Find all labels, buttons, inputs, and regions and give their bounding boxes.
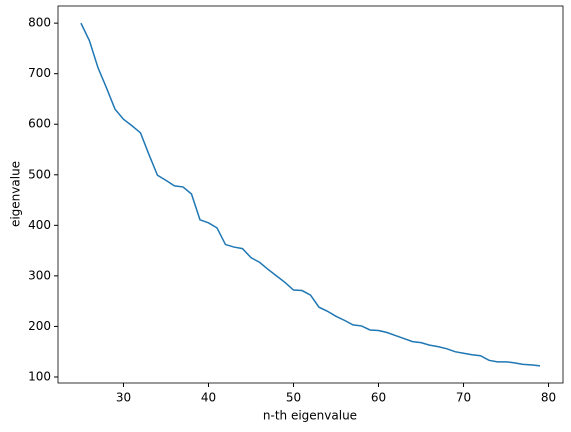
y-tick-label: 400 [28, 218, 51, 232]
y-tick-label: 100 [28, 369, 51, 383]
y-tick-label: 500 [28, 167, 51, 181]
y-tick-label: 300 [28, 268, 51, 282]
y-tick-label: 200 [28, 319, 51, 333]
x-tick-label: 60 [371, 391, 386, 405]
x-tick-label: 80 [541, 391, 556, 405]
y-tick-label: 700 [28, 66, 51, 80]
x-tick-label: 50 [286, 391, 301, 405]
x-tick-label: 70 [456, 391, 471, 405]
y-tick-label: 800 [28, 16, 51, 30]
x-tick-label: 40 [201, 391, 216, 405]
y-axis-label: eigenvalue [9, 161, 23, 227]
x-axis-label: n-th eigenvalue [263, 409, 357, 423]
data-line [80, 22, 541, 367]
x-tick-label: 30 [116, 391, 131, 405]
y-tick-label: 600 [28, 117, 51, 131]
plot-frame [57, 5, 564, 384]
